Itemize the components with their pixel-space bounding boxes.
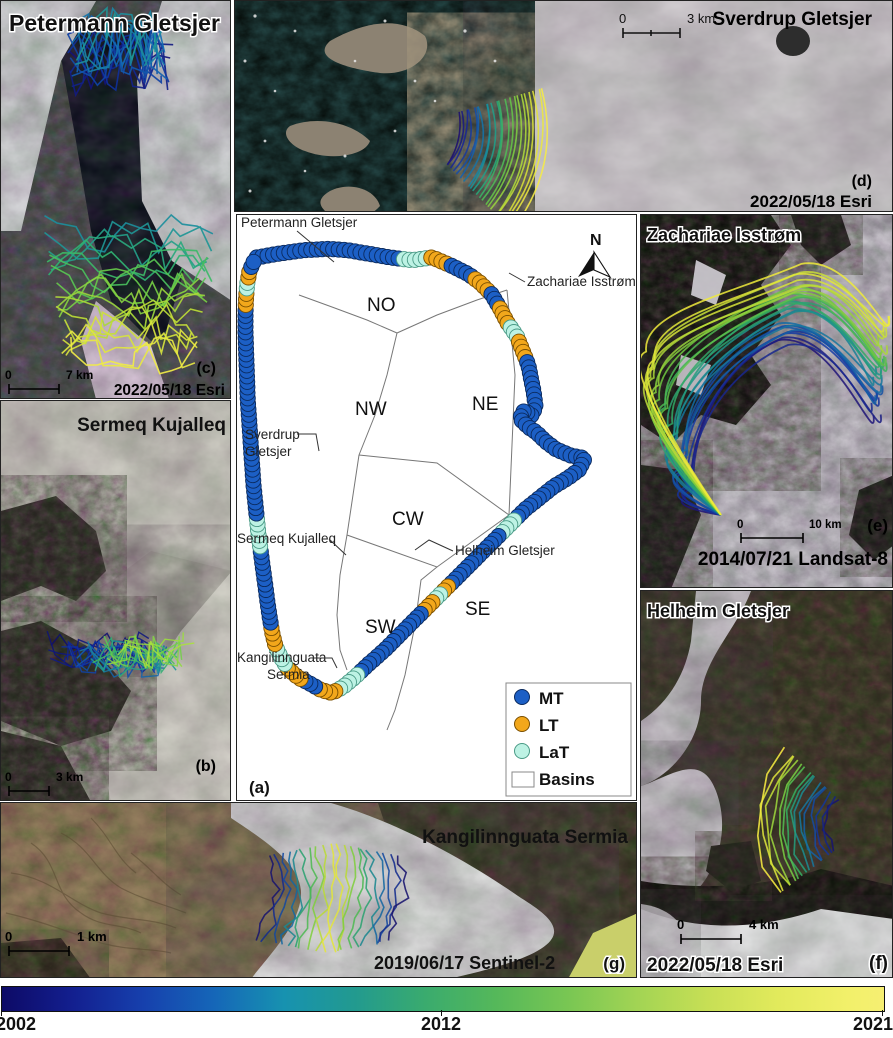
svg-text:LaT: LaT <box>539 743 570 762</box>
svg-text:Basins: Basins <box>539 770 595 789</box>
svg-text:2022/05/18 Esri: 2022/05/18 Esri <box>750 192 872 211</box>
svg-text:NO: NO <box>367 295 396 316</box>
svg-text:3 km: 3 km <box>56 770 83 784</box>
svg-text:MT: MT <box>539 689 564 708</box>
svg-text:2022/05/18 Esri: 2022/05/18 Esri <box>114 382 225 399</box>
svg-text:0: 0 <box>737 519 743 531</box>
svg-text:Petermann Gletsjer: Petermann Gletsjer <box>241 215 358 230</box>
svg-text:Sermeq Kujalleq: Sermeq Kujalleq <box>237 531 336 546</box>
svg-text:SE: SE <box>465 599 490 620</box>
svg-text:Petermann Gletsjer: Petermann Gletsjer <box>9 10 220 36</box>
svg-text:Sermeq Kujalleq: Sermeq Kujalleq <box>77 415 226 436</box>
svg-text:0: 0 <box>619 11 626 26</box>
svg-text:2014/07/21 Landsat-8: 2014/07/21 Landsat-8 <box>698 549 888 570</box>
svg-text:10 km: 10 km <box>809 519 842 531</box>
svg-text:N: N <box>590 232 602 249</box>
svg-text:(f): (f) <box>869 953 888 974</box>
svg-text:Helheim Gletsjer: Helheim Gletsjer <box>455 543 555 558</box>
svg-text:7 km: 7 km <box>66 368 93 382</box>
svg-text:Sverdrup Gletsjer: Sverdrup Gletsjer <box>713 9 873 30</box>
svg-text:3 km: 3 km <box>687 11 715 26</box>
svg-text:Sverdrup: Sverdrup <box>245 427 300 442</box>
svg-text:NE: NE <box>472 394 498 415</box>
svg-text:NW: NW <box>355 399 387 420</box>
svg-text:2022/05/18 Esri: 2022/05/18 Esri <box>647 955 783 976</box>
svg-text:Gletsjer: Gletsjer <box>245 444 292 459</box>
svg-text:0: 0 <box>5 368 12 382</box>
svg-text:CW: CW <box>392 509 424 530</box>
svg-text:4 km: 4 km <box>749 917 779 932</box>
svg-text:2019/06/17 Sentinel-2: 2019/06/17 Sentinel-2 <box>374 953 555 973</box>
svg-text:Sermia: Sermia <box>267 667 310 682</box>
svg-text:0: 0 <box>5 929 12 944</box>
svg-text:1 km: 1 km <box>77 929 107 944</box>
svg-text:(d): (d) <box>852 173 872 190</box>
svg-text:(e): (e) <box>867 516 888 535</box>
svg-text:LT: LT <box>539 716 559 735</box>
svg-text:SW: SW <box>365 617 396 638</box>
svg-text:0: 0 <box>677 917 684 932</box>
svg-text:Zachariae Isstrøm: Zachariae Isstrøm <box>527 274 636 289</box>
svg-text:Zachariae Isstrøm: Zachariae Isstrøm <box>647 225 801 245</box>
svg-text:Helheim Gletsjer: Helheim Gletsjer <box>647 601 789 621</box>
svg-text:0: 0 <box>5 770 12 784</box>
svg-text:(g): (g) <box>603 954 625 973</box>
svg-text:(a): (a) <box>249 778 270 797</box>
svg-text:(b): (b) <box>196 758 216 775</box>
svg-text:Kangilinnguata Sermia: Kangilinnguata Sermia <box>422 827 628 848</box>
svg-text:(c): (c) <box>196 360 216 377</box>
